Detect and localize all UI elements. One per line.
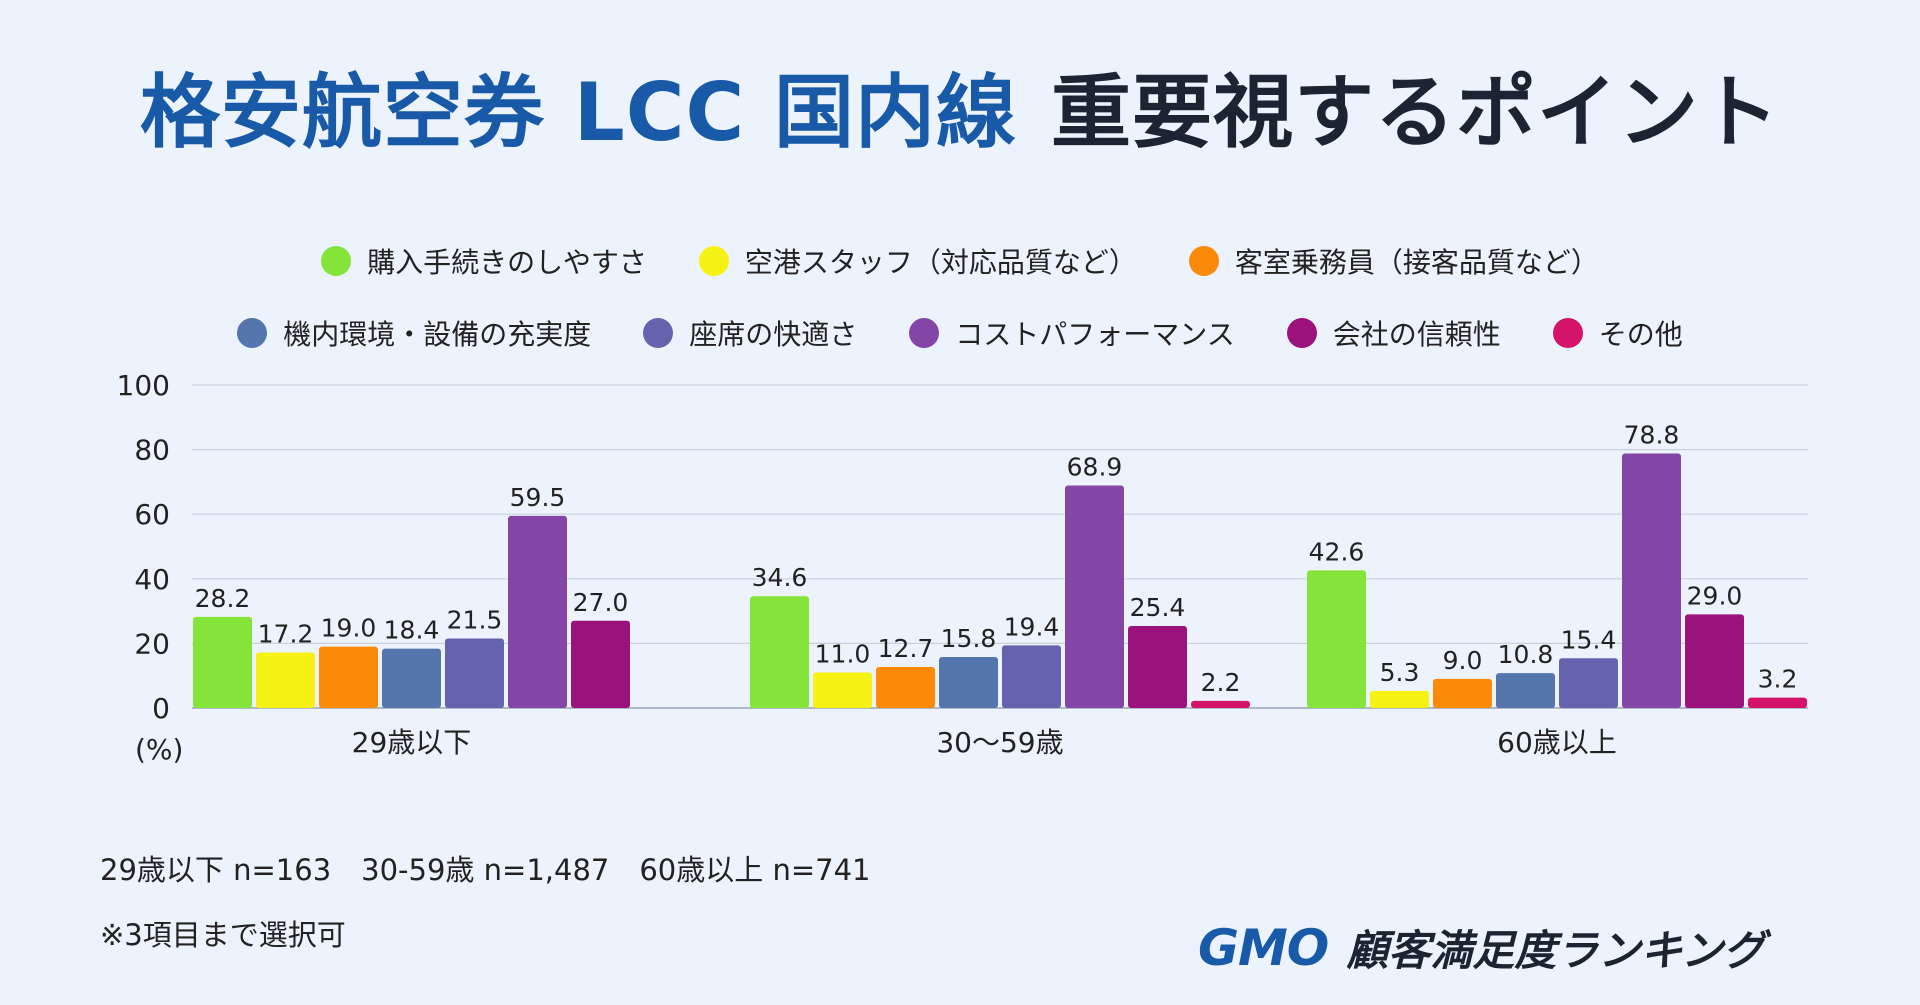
y-tick-label: 20 <box>134 627 170 660</box>
bar-value-label: 59.5 <box>510 483 566 512</box>
bar-value-label: 78.8 <box>1624 420 1680 449</box>
legend-swatch <box>1188 246 1219 276</box>
bar <box>1559 658 1618 708</box>
legend-row-1: 購入手続きのしやすさ 空港スタッフ（対応品質など） 客室乗務員（接客品質など） <box>0 241 1920 281</box>
legend-item: 機内環境・設備の充実度 <box>237 313 591 353</box>
legend-label: コストパフォーマンス <box>955 318 1235 351</box>
bar-value-label: 21.5 <box>447 606 503 635</box>
legend-label: 購入手続きのしやすさ <box>367 246 647 279</box>
selection-note: ※3項目まで選択可 <box>100 918 346 952</box>
title-part-2: 重要視するポイント <box>1051 66 1781 159</box>
bar <box>750 596 809 708</box>
legend-item: 会社の信頼性 <box>1286 313 1501 353</box>
legend-label: 会社の信頼性 <box>1332 318 1501 351</box>
bar <box>382 648 441 708</box>
legend-swatch <box>698 246 729 276</box>
legend-item: 客室乗務員（接客品質など） <box>1188 241 1599 281</box>
bar <box>193 616 252 708</box>
bar-value-label: 27.0 <box>573 588 629 617</box>
title-part-1: 格安航空券 LCC 国内線 <box>139 66 1018 159</box>
bar-value-label: 19.4 <box>1004 612 1060 641</box>
x-category-label: 60歳以上 <box>1497 726 1617 759</box>
y-tick-label: 60 <box>134 498 170 531</box>
bar <box>319 646 378 708</box>
bar-value-label: 12.7 <box>878 634 934 663</box>
bar-value-label: 15.8 <box>941 624 997 653</box>
bar-value-label: 68.9 <box>1067 452 1123 481</box>
bar-value-label: 2.2 <box>1201 668 1241 697</box>
bar <box>1128 625 1187 708</box>
legend-label: その他 <box>1598 318 1683 351</box>
bar <box>256 652 315 708</box>
bar <box>1191 700 1250 708</box>
y-tick-label: 100 <box>117 369 170 402</box>
bar-value-label: 3.2 <box>1758 665 1798 694</box>
bar-value-label: 10.8 <box>1498 640 1554 669</box>
legend-item: その他 <box>1552 313 1683 353</box>
bar <box>1685 614 1744 708</box>
y-tick-label: 80 <box>134 434 170 467</box>
bar <box>1748 697 1807 708</box>
legend-swatch <box>1552 318 1583 348</box>
y-tick-label: 0 <box>152 692 170 725</box>
bar <box>1370 690 1429 708</box>
bar <box>1002 645 1061 708</box>
bar <box>939 656 998 708</box>
legend-swatch <box>909 318 940 348</box>
x-category-label: 30〜59歳 <box>936 726 1063 759</box>
bar-value-label: 29.0 <box>1687 581 1743 610</box>
bar-value-label: 15.4 <box>1561 625 1617 654</box>
legend-item: 空港スタッフ（対応品質など） <box>698 241 1137 281</box>
legend-label: 機内環境・設備の充実度 <box>283 318 592 351</box>
bar-value-label: 28.2 <box>195 584 251 613</box>
bar-value-label: 25.4 <box>1130 593 1186 622</box>
legend-swatch <box>1286 318 1317 348</box>
legend-swatch <box>321 246 352 276</box>
bar <box>508 515 567 708</box>
bar <box>1496 673 1555 708</box>
legend-label: 客室乗務員（接客品質など） <box>1234 246 1599 279</box>
sample-size-30-59: 30-59歳 n=1,487 <box>361 853 610 887</box>
x-category-label: 29歳以下 <box>352 726 472 759</box>
legend-item: コストパフォーマンス <box>909 313 1235 353</box>
bar-chart: 0 20 40 60 80 100 28.217.2 19.0 18.4 21.5 59.5 27.0… <box>117 369 1808 759</box>
bar-value-label: 42.6 <box>1309 537 1365 566</box>
bar <box>1307 570 1366 708</box>
bar-value-label: 34.6 <box>752 563 808 592</box>
bar <box>1622 453 1681 708</box>
sample-size-note: 29歳以下 n=163 30-59歳 n=1,487 60歳以上 n=741 <box>100 847 901 889</box>
legend-row-2: 機内環境・設備の充実度 座席の快適さ コストパフォーマンス 会社の信頼性 その他 <box>0 313 1920 353</box>
bar <box>876 666 935 708</box>
bar-value-label: 17.2 <box>258 619 314 648</box>
legend-label: 空港スタッフ（対応品質など） <box>744 246 1137 279</box>
logo-gmo-text: GMO <box>1198 918 1329 977</box>
y-tick-label: 40 <box>134 563 170 596</box>
bar-value-label: 19.0 <box>321 614 377 643</box>
bar <box>1433 678 1492 708</box>
legend-item: 座席の快適さ <box>643 313 857 353</box>
sample-size-29: 29歳以下 n=163 <box>100 853 332 887</box>
gmo-ranking-logo: GMO 顧客満足度ランキング <box>1198 917 1765 978</box>
legend-label: 座席の快適さ <box>689 318 858 351</box>
logo-ranking-text: 顧客満足度ランキング <box>1346 926 1766 975</box>
bar <box>445 638 504 708</box>
bar-value-label: 18.4 <box>384 616 440 645</box>
y-axis-unit: (%) <box>135 733 184 766</box>
legend-swatch <box>643 318 674 348</box>
bar <box>813 672 872 708</box>
sample-size-60: 60歳以上 n=741 <box>639 853 871 887</box>
bar-value-label: 11.0 <box>815 639 871 668</box>
legend-item: 購入手続きのしやすさ <box>321 241 647 281</box>
legend-swatch <box>237 318 268 348</box>
chart-title: 格安航空券 LCC 国内線 重要視するポイント <box>0 48 1920 164</box>
bar-value-label: 9.0 <box>1443 646 1483 675</box>
bar-value-label: 5.3 <box>1380 658 1420 687</box>
bar <box>1065 485 1124 708</box>
bar <box>571 620 630 708</box>
